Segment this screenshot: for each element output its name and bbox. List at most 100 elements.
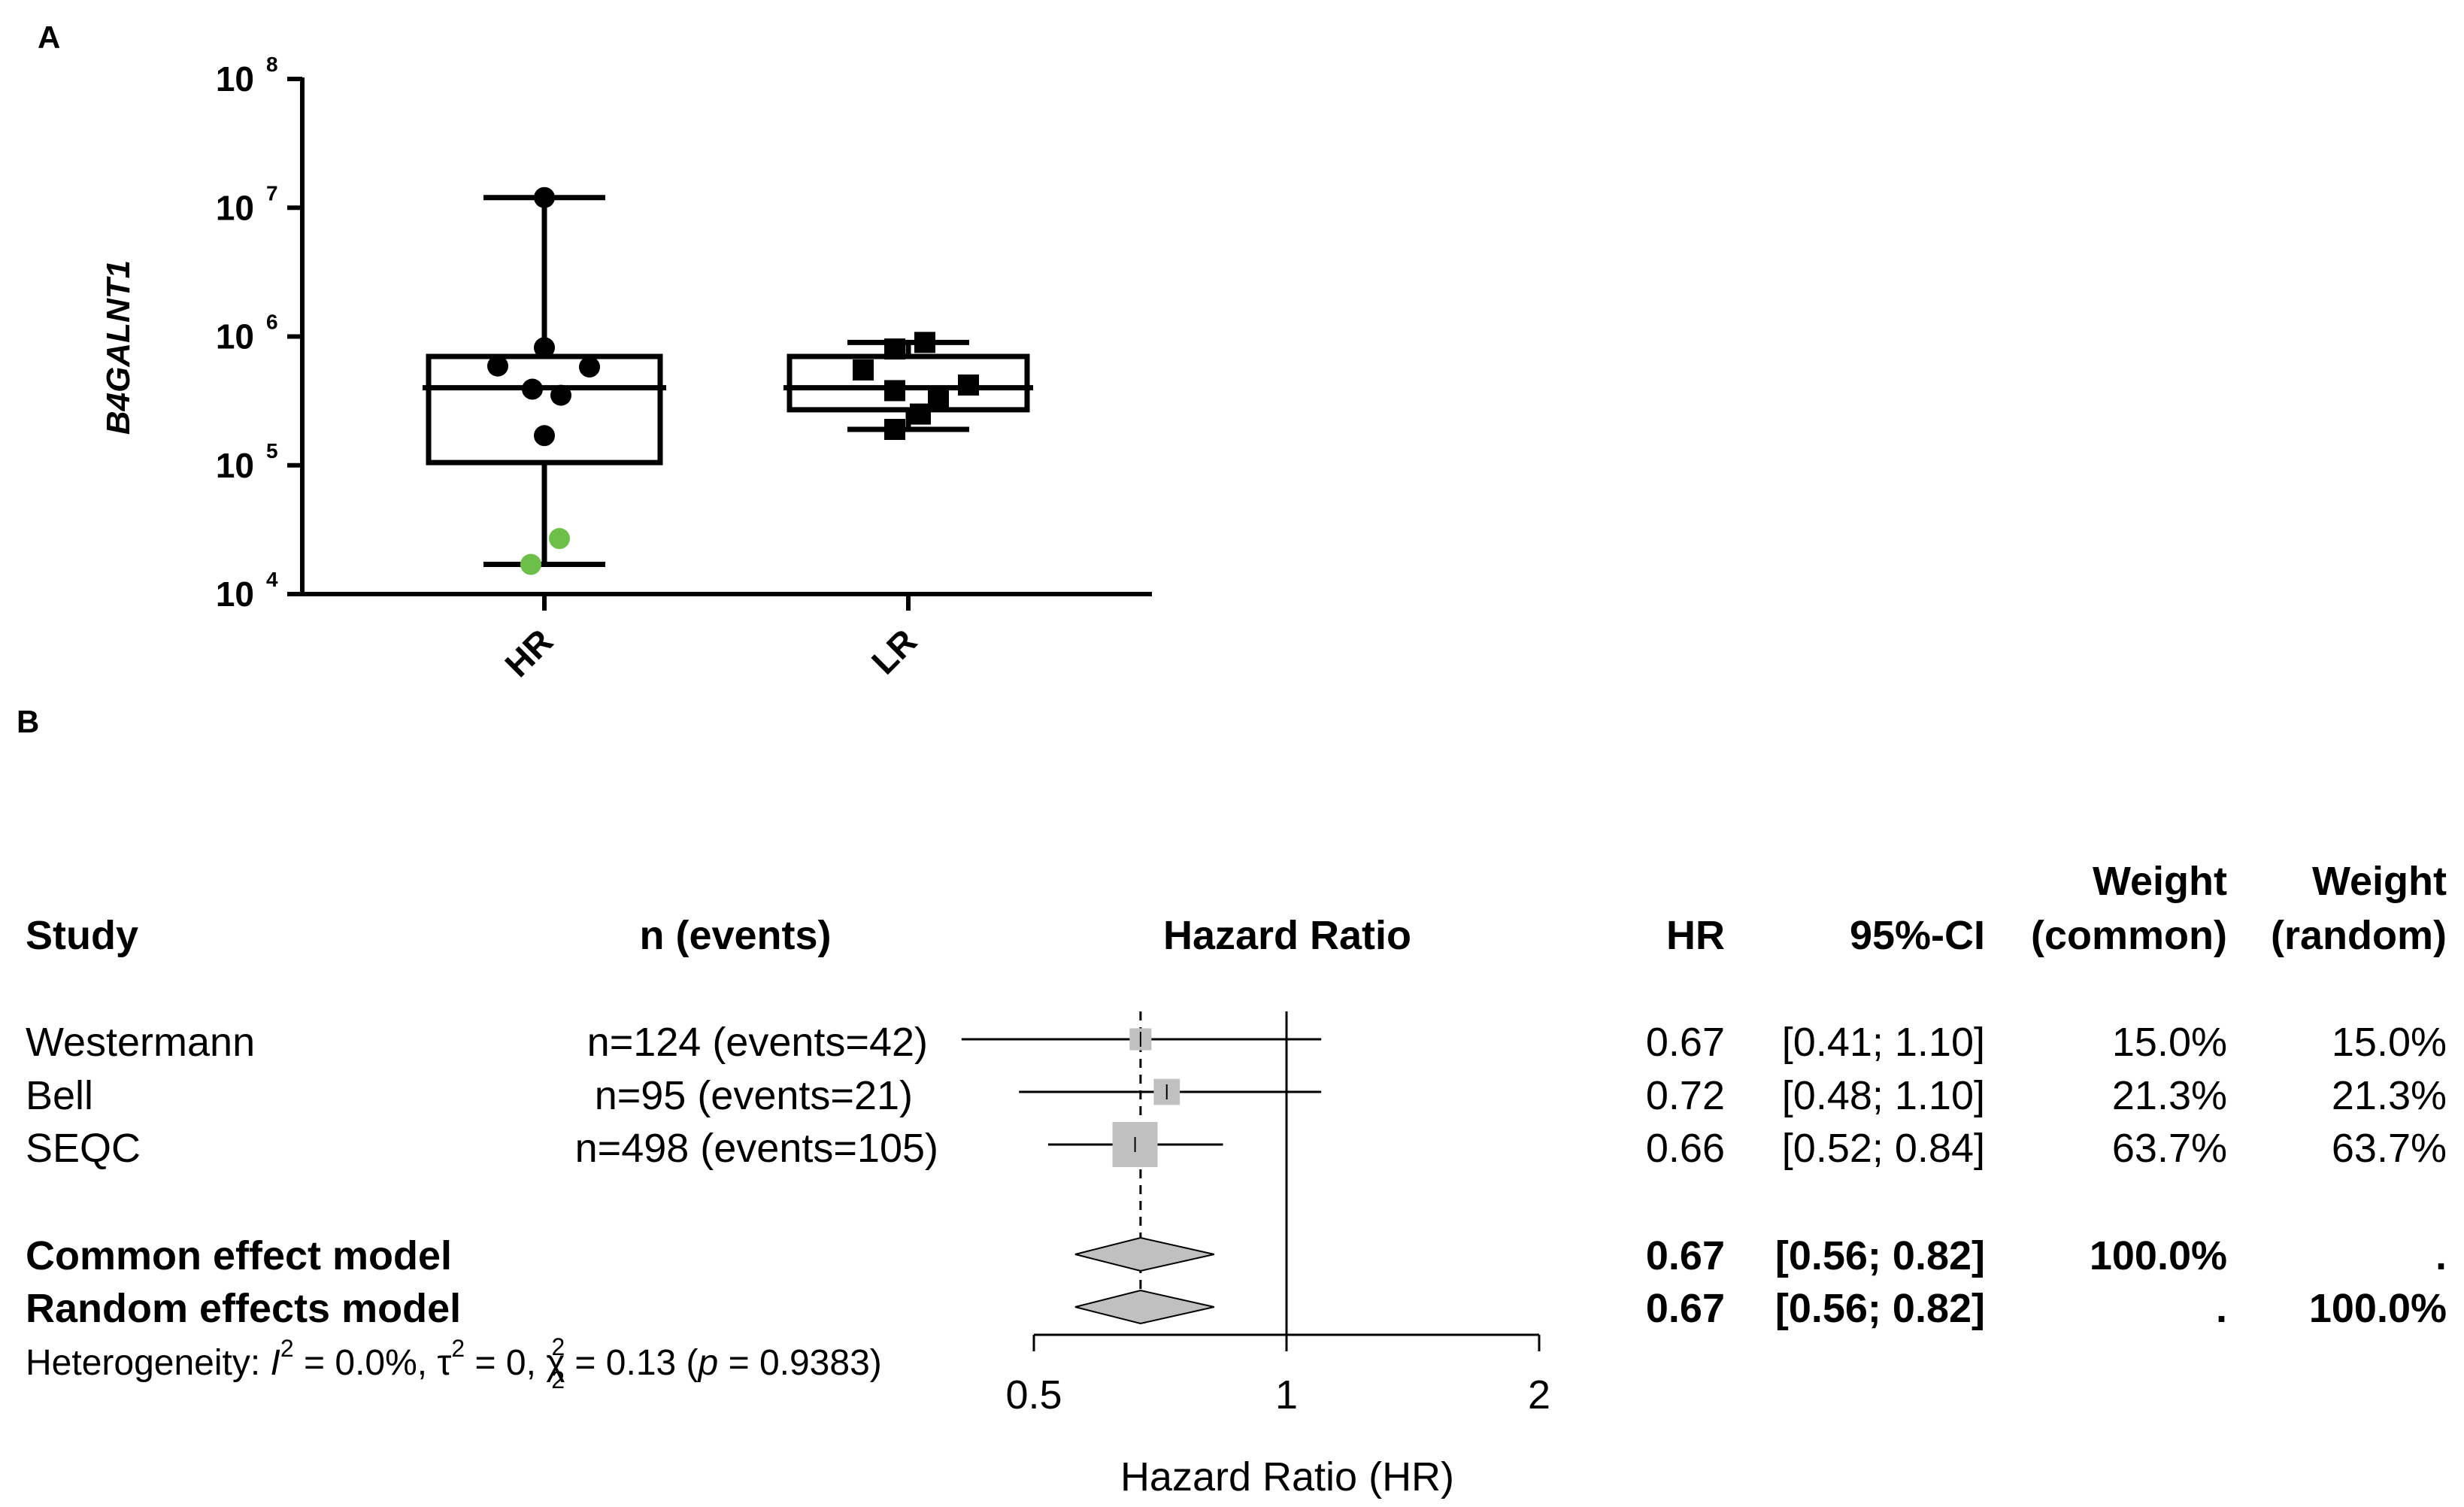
- het-chi-sub: 2: [551, 1366, 565, 1393]
- x-axis-label: Hazard Ratio (HR): [1120, 1454, 1454, 1499]
- model-weight-random: 100.0%: [2309, 1286, 2447, 1331]
- y-axis-label: B4GALNT1: [100, 260, 137, 435]
- pooled-diamond: [1074, 1236, 1215, 1272]
- data-point: [853, 359, 874, 381]
- study-n-events: n=95 (events=21): [595, 1073, 913, 1118]
- box: [786, 353, 1030, 413]
- y-tick-label: 10: [216, 59, 254, 99]
- model-name: Common effect model: [26, 1233, 452, 1278]
- study-hr: 0.67: [1646, 1020, 1725, 1065]
- study-n-events: n=498 (events=105): [575, 1126, 938, 1171]
- data-point: [884, 380, 905, 402]
- study-name: Bell: [26, 1073, 93, 1118]
- header-weight-random-1: Weight: [2312, 859, 2447, 904]
- study-name: SEQC: [26, 1126, 141, 1171]
- x-tick-label: LR: [864, 621, 924, 681]
- study-weight-random: 21.3%: [2332, 1073, 2447, 1118]
- data-point: [487, 355, 508, 377]
- y-tick-exponent: 6: [266, 311, 278, 334]
- y-tick-label: 10: [216, 188, 254, 227]
- model-weight-common: .: [2216, 1286, 2227, 1331]
- het-chi-symbol: χ: [546, 1343, 565, 1383]
- header-ci: 95%-CI: [1850, 913, 1985, 958]
- header-weight-random-2: (random): [2271, 913, 2447, 958]
- model-hr: 0.67: [1646, 1233, 1725, 1278]
- box-plot-panel: A 10 4 10 5 10 6 10 7 10 8 B4GALNT1 HR LR: [38, 20, 1152, 684]
- forest-plot: 0.5 1 2: [961, 1011, 1550, 1418]
- data-point: [549, 528, 570, 550]
- model-ci: [0.56; 0.82]: [1775, 1286, 1985, 1331]
- study-hr: 0.66: [1646, 1126, 1725, 1171]
- study-row: Bell n=95 (events=21) 0.72 [0.48; 1.10] …: [26, 1073, 2447, 1118]
- study-weight-common: 63.7%: [2112, 1126, 2227, 1171]
- header-study: Study: [26, 913, 138, 958]
- het-i-sup: 2: [280, 1335, 294, 1362]
- data-point: [579, 356, 600, 378]
- data-point: [914, 332, 935, 353]
- data-points: [487, 186, 979, 575]
- study-weight-common: 15.0%: [2112, 1020, 2227, 1065]
- header-hazard-ratio: Hazard Ratio: [1163, 913, 1411, 958]
- het-tau-value: = 0,: [465, 1343, 546, 1383]
- study-hr: 0.72: [1646, 1073, 1725, 1118]
- study-row: SEQC n=498 (events=105) 0.66 [0.52; 0.84…: [26, 1126, 2447, 1171]
- model-name: Random effects model: [26, 1286, 461, 1331]
- y-axis-ticks: 10 4 10 5 10 6 10 7 10 8: [216, 53, 302, 614]
- het-i-value: = 0.0%,: [294, 1343, 438, 1383]
- study-row: Westermann n=124 (events=42) 0.67 [0.41;…: [26, 1020, 2447, 1065]
- model-row: Random effects model 0.67 [0.56; 0.82] .…: [26, 1286, 2447, 1331]
- model-hr: 0.67: [1646, 1286, 1725, 1331]
- data-point: [550, 384, 571, 406]
- pooled-diamond: [1074, 1289, 1215, 1325]
- y-tick-label: 10: [216, 317, 254, 356]
- study-ci: [0.52; 0.84]: [1782, 1126, 1985, 1171]
- data-point: [520, 553, 541, 575]
- panel-b-label: B: [17, 704, 39, 739]
- data-point: [522, 378, 543, 400]
- data-point: [534, 425, 555, 447]
- study-n-events: n=124 (events=42): [587, 1020, 928, 1065]
- y-tick-exponent: 5: [266, 439, 278, 462]
- het-p-value: = 0.9383): [718, 1343, 882, 1383]
- study-name: Westermann: [26, 1020, 255, 1065]
- y-tick-exponent: 7: [266, 181, 278, 205]
- het-chi-sup: 2: [552, 1333, 565, 1360]
- forest-plot-panel: B Study n (events) Hazard Ratio HR 95%-C…: [17, 704, 2447, 1499]
- data-point: [958, 374, 979, 396]
- het-p-symbol: p: [697, 1343, 719, 1383]
- data-point: [928, 387, 949, 409]
- model-weight-random: .: [2435, 1233, 2447, 1278]
- header-hr: HR: [1666, 913, 1725, 958]
- box: [426, 353, 663, 465]
- study-weight-common: 21.3%: [2112, 1073, 2227, 1118]
- header-n-events: n (events): [639, 913, 831, 958]
- study-ci: [0.41; 1.10]: [1782, 1020, 1985, 1065]
- model-weight-common: 100.0%: [2090, 1233, 2227, 1278]
- study-ci: [0.48; 1.10]: [1782, 1073, 1985, 1118]
- model-ci: [0.56; 0.82]: [1775, 1233, 1985, 1278]
- x-tick-label: 2: [1528, 1372, 1550, 1418]
- data-point: [534, 186, 555, 208]
- x-tick-label: 0.5: [1005, 1372, 1062, 1418]
- x-tick-label: HR: [497, 621, 560, 684]
- x-tick-label: 1: [1275, 1372, 1298, 1418]
- het-prefix: Heterogeneity:: [26, 1343, 271, 1383]
- y-tick-label: 10: [216, 575, 254, 614]
- study-weight-random: 63.7%: [2332, 1126, 2447, 1171]
- boxes: [423, 195, 1033, 568]
- y-tick-exponent: 8: [266, 53, 278, 76]
- panel-a-label: A: [38, 20, 60, 55]
- model-row: Common effect model 0.67 [0.56; 0.82] 10…: [26, 1233, 2447, 1278]
- het-tau-symbol: τ: [437, 1343, 451, 1383]
- y-tick-exponent: 4: [266, 568, 278, 591]
- het-i-symbol: I: [271, 1343, 280, 1383]
- data-point: [910, 403, 931, 425]
- x-axis-categories: HR LR: [497, 594, 924, 684]
- header-weight-common-1: Weight: [2093, 859, 2227, 904]
- header-weight-common-2: (common): [2031, 913, 2227, 958]
- study-weight-random: 15.0%: [2332, 1020, 2447, 1065]
- data-point: [534, 337, 555, 359]
- data-point: [884, 419, 905, 441]
- axes: [300, 77, 1152, 596]
